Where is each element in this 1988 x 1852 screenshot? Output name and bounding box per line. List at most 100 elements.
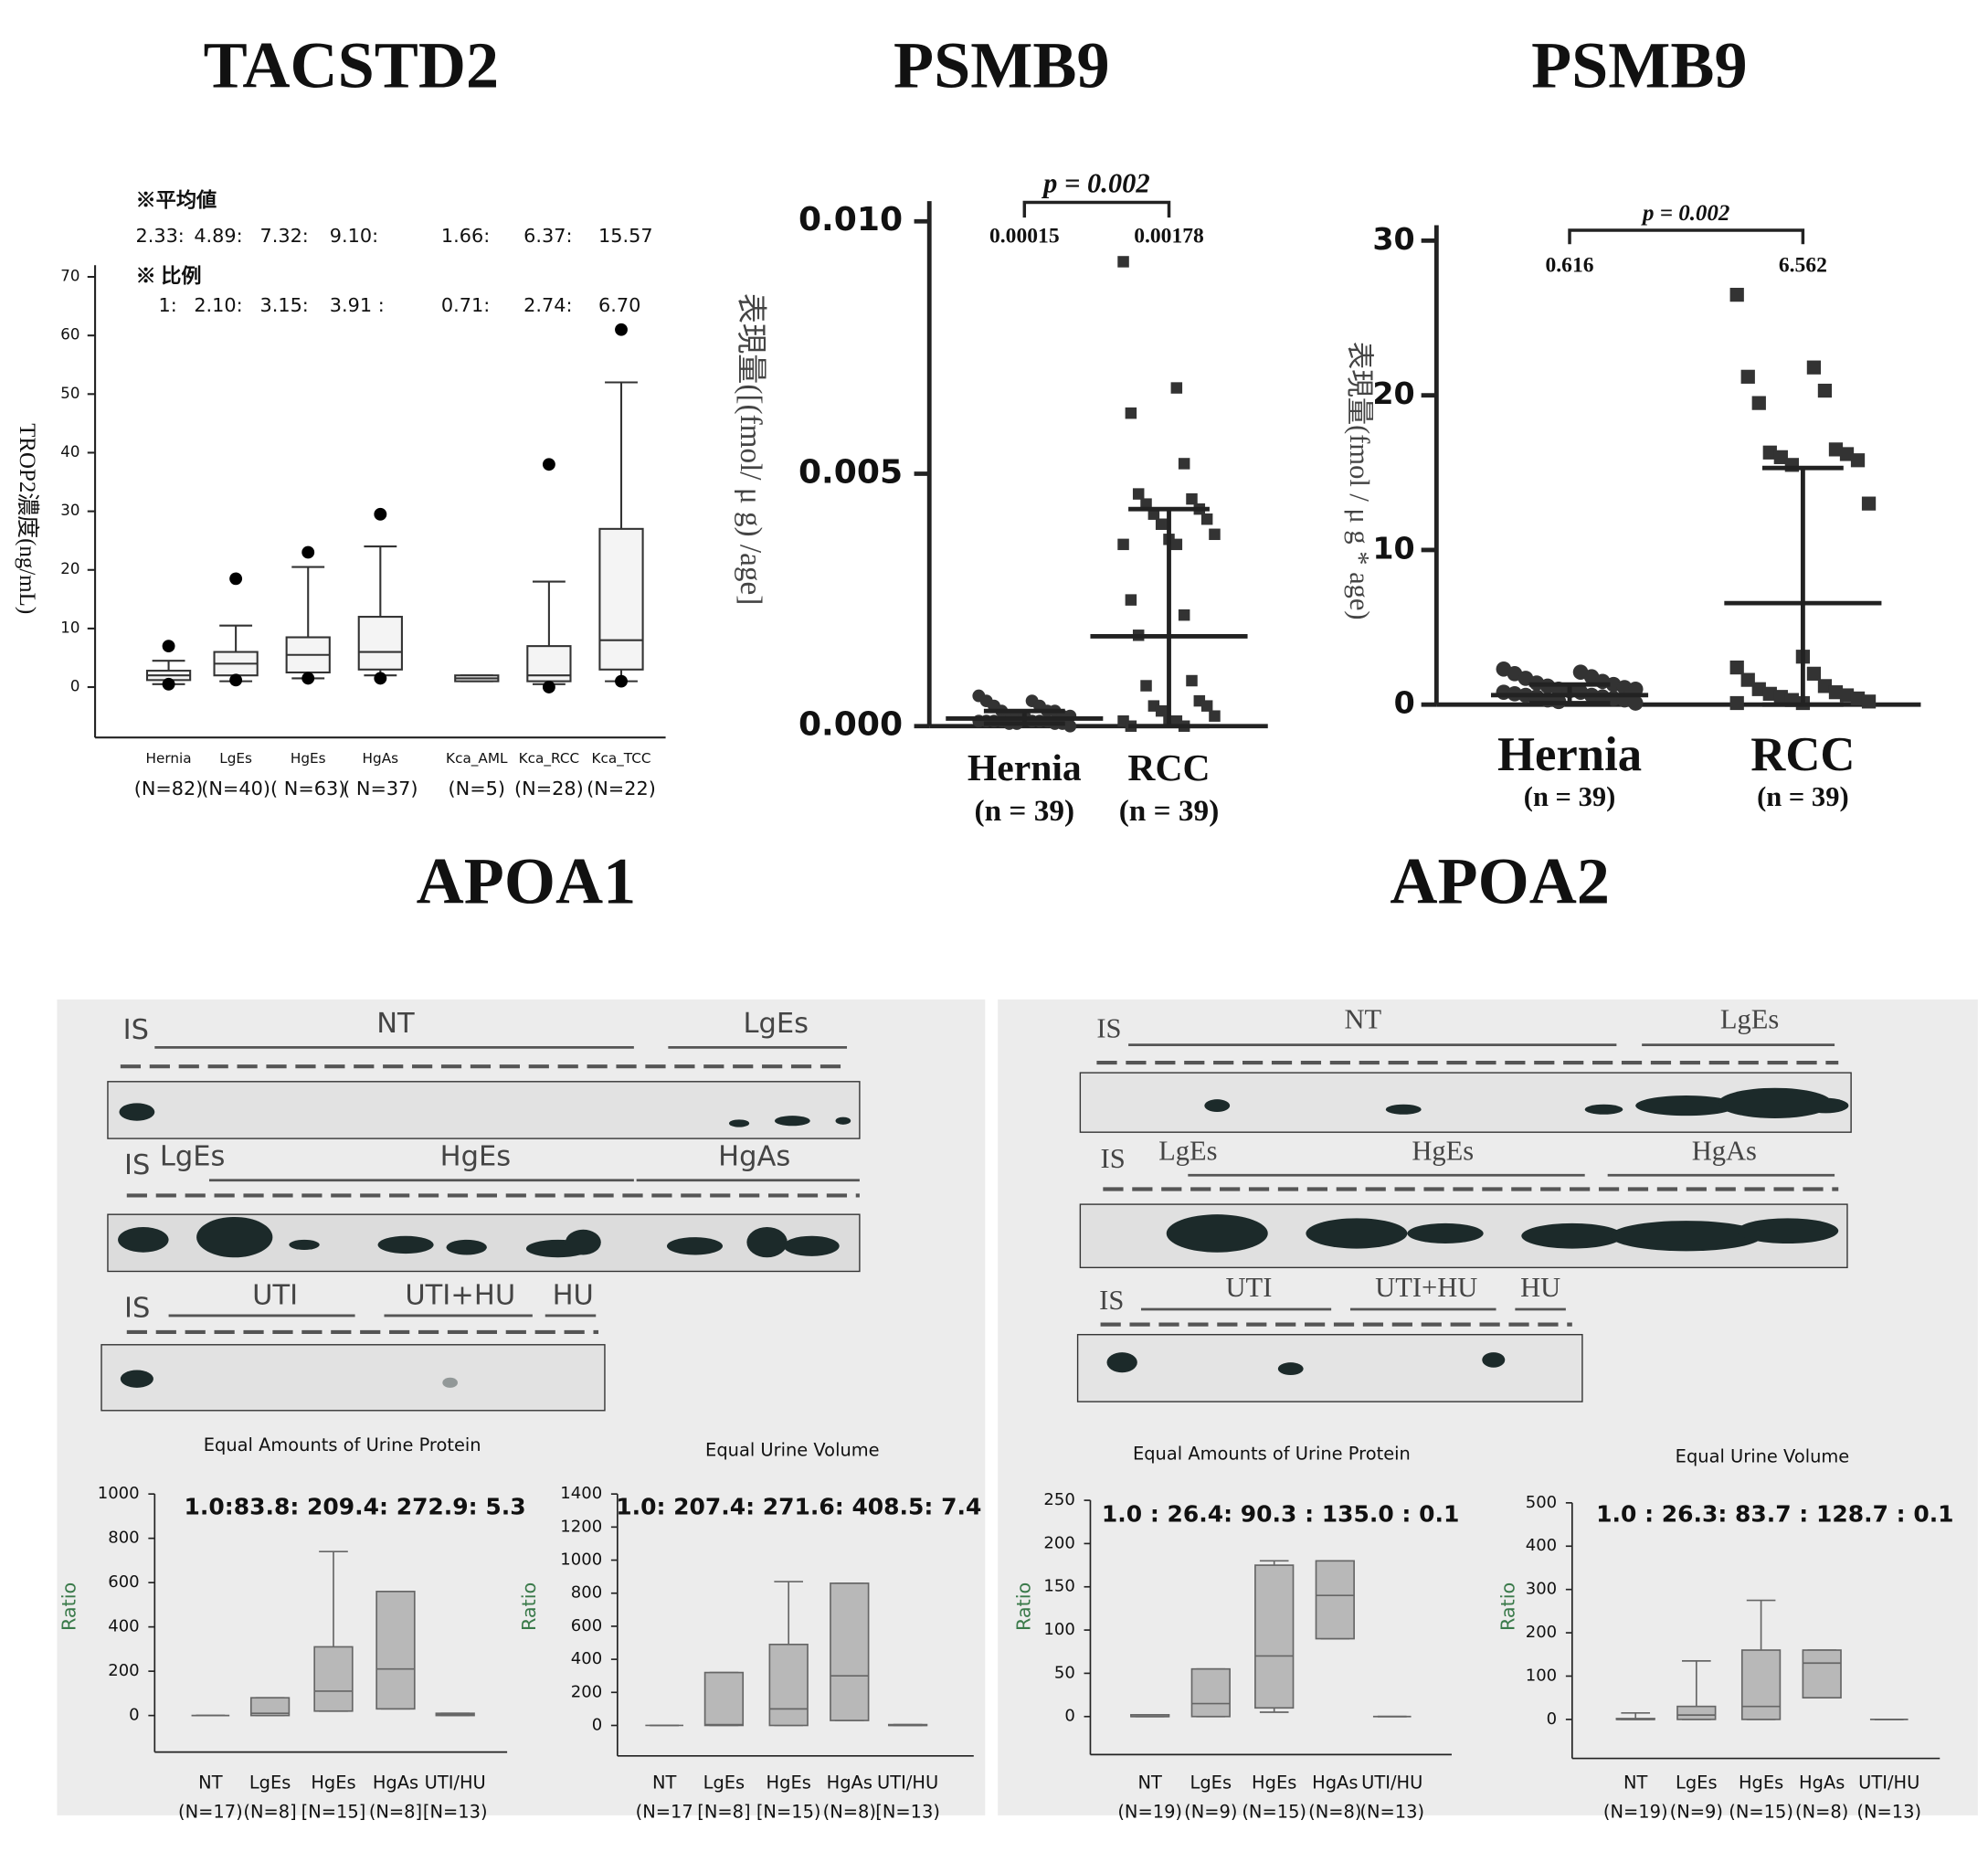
annotation: 6.37: bbox=[523, 225, 572, 247]
flier bbox=[374, 507, 387, 521]
lane-label: IS bbox=[124, 1293, 150, 1325]
x-tick-label: RCC bbox=[1750, 728, 1855, 781]
x-sublabel: (N=8) bbox=[823, 1802, 876, 1823]
annotation: 1.0 : 26.4: 90.3 : 135.0 : 0.1 bbox=[1102, 1501, 1459, 1528]
x-tick-label: RCC bbox=[1127, 746, 1210, 788]
point bbox=[1773, 450, 1788, 464]
x-sublabel: (N=15) bbox=[1729, 1802, 1793, 1823]
point bbox=[1063, 719, 1077, 733]
point bbox=[1209, 710, 1221, 722]
point bbox=[1186, 492, 1198, 505]
blot-labels: IS NT LgEs IS LgEs HgEs HgAs IS UTI UTI+… bbox=[123, 1004, 1780, 1325]
point bbox=[1178, 609, 1190, 621]
point bbox=[1627, 695, 1644, 711]
chart-title: TACSTD2 bbox=[204, 29, 499, 102]
y-tick-label: 30 bbox=[60, 502, 79, 519]
x-sublabel: (N=13) bbox=[1359, 1802, 1424, 1823]
x-tick-label: HgAs bbox=[827, 1773, 872, 1794]
x-tick-label: Kca_RCC bbox=[519, 750, 579, 767]
x-tick-label: UTI/HU bbox=[1858, 1773, 1919, 1794]
annotation: 2.74: bbox=[523, 294, 572, 316]
panel-title: APOA2 bbox=[1390, 845, 1610, 918]
flier bbox=[162, 677, 175, 691]
point bbox=[1729, 695, 1744, 711]
lane-label: LgEs bbox=[744, 1008, 809, 1040]
x-tick-label: UTI/HU bbox=[877, 1773, 938, 1794]
x-sublabel: (N=17) bbox=[178, 1802, 243, 1823]
point bbox=[1200, 513, 1213, 525]
y-tick-label: 200 bbox=[108, 1661, 139, 1680]
x-tick-label: Hernia bbox=[1497, 728, 1642, 781]
lane-label: IS bbox=[1101, 1143, 1126, 1174]
box bbox=[1315, 1560, 1355, 1640]
y-tick-label: 1400 bbox=[560, 1484, 602, 1503]
y-tick-label: 10 bbox=[1372, 530, 1414, 566]
point bbox=[1751, 396, 1766, 410]
annotation: ※ 比例 bbox=[135, 265, 201, 288]
lane-label: LgEs bbox=[1720, 1004, 1779, 1035]
annotation: 15.57 bbox=[598, 225, 653, 247]
annotation: 1.0 : 26.3: 83.7 : 128.7 : 0.1 bbox=[1596, 1501, 1953, 1528]
y-tick-label: 100 bbox=[1526, 1666, 1557, 1685]
lane-label: UTI+HU bbox=[1375, 1272, 1477, 1303]
y-tick-label: 70 bbox=[60, 268, 79, 285]
flier bbox=[374, 672, 387, 685]
y-tick-label: 0 bbox=[1547, 1709, 1557, 1729]
lane-label: HgEs bbox=[440, 1140, 512, 1172]
mean-label: 0.00015 bbox=[989, 225, 1060, 249]
point bbox=[1762, 686, 1777, 701]
x-sublabel: (n = 39) bbox=[1757, 781, 1848, 812]
x-tick-label: LgEs bbox=[1190, 1773, 1232, 1794]
lane-label: HU bbox=[1520, 1272, 1560, 1303]
y-tick-label: 800 bbox=[571, 1583, 602, 1603]
blot-bands bbox=[1106, 1087, 1849, 1376]
x-sublabel: (n = 39) bbox=[975, 794, 1075, 828]
y-tick-label: 30 bbox=[1372, 221, 1414, 257]
flier bbox=[229, 673, 243, 687]
x-tick-label: HgAs bbox=[1312, 1773, 1358, 1794]
point bbox=[1850, 453, 1866, 468]
point bbox=[1740, 672, 1755, 687]
y-tick-label: 200 bbox=[1526, 1623, 1557, 1642]
y-tick-label: 0.005 bbox=[798, 454, 903, 492]
y-tick-label: 1000 bbox=[98, 1484, 140, 1503]
x-tick-label: HgEs bbox=[311, 1773, 355, 1794]
point bbox=[1773, 690, 1788, 704]
x-tick-label: Kca_AML bbox=[446, 750, 508, 767]
point bbox=[1117, 256, 1129, 268]
y-tick-label: 0 bbox=[129, 1706, 139, 1725]
y-axis-label: 表現量([(fmol/ μ g) /age] bbox=[734, 293, 767, 606]
x-tick-label: HgEs bbox=[291, 750, 326, 767]
lane-label: NT bbox=[1344, 1004, 1381, 1035]
x-sublabel: (N=28) bbox=[514, 778, 584, 799]
lane-label: IS bbox=[1096, 1012, 1121, 1043]
x-sublabel: [N=13) bbox=[423, 1802, 488, 1823]
flier bbox=[542, 681, 555, 693]
lane-label: HU bbox=[553, 1280, 594, 1312]
y-tick-label: 250 bbox=[1043, 1490, 1074, 1509]
point bbox=[1817, 383, 1833, 398]
point bbox=[1186, 674, 1198, 687]
point bbox=[1117, 538, 1129, 551]
x-sublabel: (N=15) bbox=[1242, 1802, 1306, 1823]
chart-title: Equal Amounts of Urine Protein bbox=[204, 1434, 481, 1455]
y-tick-label: 1200 bbox=[560, 1517, 602, 1536]
x-tick-label: HgAs bbox=[373, 1773, 418, 1794]
lane-label: UTI+HU bbox=[405, 1280, 515, 1312]
chart-title: PSMB9 bbox=[894, 29, 1110, 102]
point bbox=[1132, 488, 1145, 500]
lane-label: HgAs bbox=[1692, 1136, 1757, 1167]
x-sublabel: (N=22) bbox=[587, 778, 656, 799]
y-tick-label: 600 bbox=[571, 1616, 602, 1635]
x-sublabel: (N=5) bbox=[449, 778, 505, 799]
x-sublabel: (N=9) bbox=[1670, 1802, 1723, 1823]
point bbox=[1839, 447, 1855, 461]
y-tick-label: 100 bbox=[1043, 1620, 1074, 1639]
y-tick-label: 60 bbox=[60, 326, 79, 344]
x-tick-label: Hernia bbox=[146, 750, 192, 767]
y-tick-label: 300 bbox=[1526, 1580, 1557, 1599]
x-tick-label: NT bbox=[1137, 1773, 1162, 1794]
annotation: 6.70 bbox=[598, 294, 640, 316]
x-sublabel: ( N=37) bbox=[343, 778, 418, 799]
annotation: 1.0: 207.4: 271.6: 408.5: 7.4 bbox=[616, 1493, 981, 1519]
